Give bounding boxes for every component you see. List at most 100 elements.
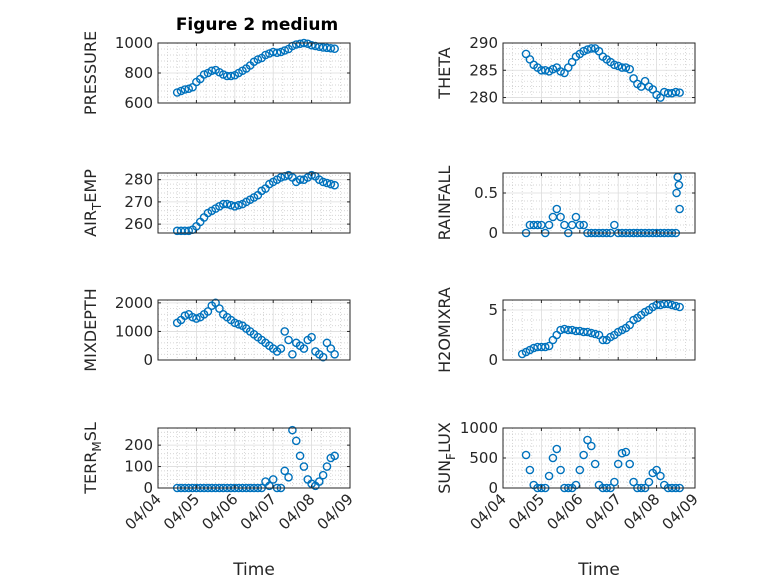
data-point [675, 302, 684, 312]
data-point [621, 63, 631, 72]
data-point [587, 328, 596, 338]
data-point [326, 179, 336, 189]
data-point [230, 202, 240, 211]
data-point [556, 67, 565, 76]
y-tick-label: 200 [124, 436, 153, 454]
y-tick-label: 270 [124, 193, 153, 211]
data-point [587, 441, 596, 451]
data-point [215, 304, 224, 313]
figure-title: Figure 2 medium [176, 15, 338, 35]
data-point [288, 41, 297, 51]
data-point [291, 436, 301, 446]
data-point [322, 462, 332, 471]
data-point [272, 48, 282, 58]
y-tick-label: 0 [488, 479, 498, 497]
y-tick-label: 1000 [115, 322, 153, 340]
data-point [284, 335, 293, 345]
data-point [671, 87, 681, 97]
data-point [667, 300, 677, 310]
y-tick-label: 280 [469, 89, 498, 107]
data-point [544, 471, 554, 481]
y-tick-label: 500 [469, 449, 498, 467]
y-axis-label-part: LUX [435, 422, 454, 453]
data-point [203, 307, 213, 316]
subplot-5: 0 1000 2000 MIXDEPTH [81, 288, 351, 372]
y-axis-label: THETA [435, 47, 454, 99]
y-tick-label: 1000 [460, 419, 498, 437]
axes-box [502, 42, 696, 104]
data-point [299, 462, 309, 471]
data-point [540, 342, 550, 352]
data-point [583, 327, 592, 337]
data-point [590, 329, 600, 339]
data-point [307, 40, 316, 50]
y-axis-label: H2OMIXRA [435, 287, 454, 373]
data-point [610, 477, 619, 487]
data-point [295, 451, 305, 461]
data-point [548, 212, 558, 222]
x-tick-label: 04/09 [659, 490, 702, 533]
y-tick-label: 800 [124, 64, 153, 82]
data-point [579, 220, 588, 230]
data-point [610, 220, 619, 230]
y-axis-label-part: SUN [435, 460, 454, 494]
y-tick-label: 285 [469, 61, 498, 79]
subplot-6: 0 5 H2OMIXRA [435, 287, 696, 373]
x-tick-label: 04/06 [198, 490, 241, 533]
data-point [176, 86, 186, 96]
data-point [552, 204, 562, 214]
subplot-3: 260 270 280 AIRTEMP [81, 169, 351, 237]
data-point [211, 298, 220, 308]
data-point [276, 47, 286, 57]
axes-box [502, 299, 696, 361]
data-point [579, 450, 588, 460]
data-point [525, 465, 535, 475]
data-point [276, 344, 286, 353]
x-tick-label: 04/07 [237, 490, 280, 533]
y-axis-label: SUNFLUX [435, 422, 458, 494]
subplot-7: 010020004/0404/0504/0604/0704/0804/09TER… [81, 422, 357, 580]
data-point [199, 70, 209, 79]
data-point [318, 352, 328, 362]
marker-group [172, 298, 339, 362]
y-tick-label: 100 [124, 458, 153, 476]
data-point [675, 88, 684, 97]
y-axis-label-part: EMP [81, 169, 100, 203]
y-tick-label: 260 [124, 215, 153, 233]
x-tick-label: 04/06 [543, 490, 586, 533]
data-point [521, 450, 531, 460]
data-point [575, 465, 585, 475]
data-point [226, 71, 236, 81]
data-point [330, 349, 339, 359]
data-point [280, 466, 290, 476]
marker-group [172, 170, 339, 236]
y-tick-label: 5 [488, 301, 498, 319]
marker-group [521, 44, 684, 102]
data-point [280, 327, 290, 336]
data-point [652, 465, 661, 475]
data-point [533, 220, 542, 230]
y-tick-label: 0 [143, 351, 153, 369]
data-point [544, 341, 554, 351]
axes-box [157, 427, 351, 489]
y-axis-label-part: AIR [81, 210, 100, 237]
y-axis-label-part: TERR [81, 452, 100, 495]
data-point [671, 301, 681, 311]
y-axis-label-subscript: M [90, 441, 104, 451]
y-axis-label: TERRMSL [81, 422, 104, 495]
y-tick-label: 0 [143, 479, 153, 497]
y-tick-label: 0.5 [474, 184, 498, 202]
data-point [625, 64, 635, 74]
data-point [318, 470, 328, 480]
y-axis-label-subscript: F [444, 453, 458, 460]
data-point [326, 43, 336, 53]
data-point [172, 88, 182, 97]
marker-group [172, 425, 339, 493]
data-point [261, 50, 270, 60]
axes-box [157, 299, 351, 361]
data-point [192, 314, 201, 323]
data-point [234, 200, 243, 210]
data-point [552, 444, 562, 454]
data-point [587, 44, 596, 53]
